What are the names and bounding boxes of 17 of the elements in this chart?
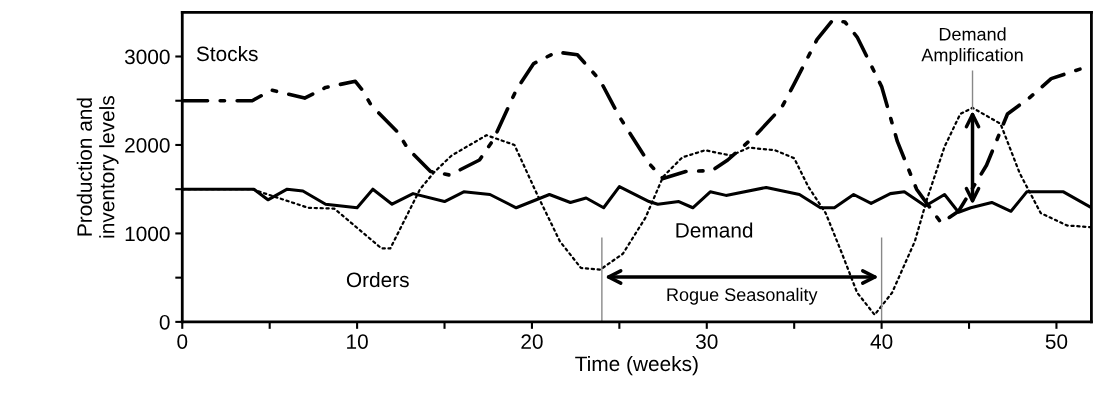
annotation: Rogue Seasonality (667, 287, 818, 305)
x-tick-label: 40 (870, 334, 893, 349)
x-tick-label: 30 (695, 334, 718, 349)
x-tick-label: 0 (177, 334, 188, 349)
y-tick-label: 1000 (125, 226, 170, 242)
y-tick-label: 2000 (125, 137, 170, 153)
annotation: Demand Amplification (921, 27, 1023, 65)
series-label: Orders (346, 271, 409, 288)
x-axis-title: Time (weeks) (575, 355, 698, 376)
x-tick-label: 20 (521, 334, 543, 349)
series-label: Stocks (196, 45, 258, 62)
series-label: Demand (676, 222, 753, 238)
x-tick-label: 10 (347, 334, 368, 349)
y-tick-label: 0 (159, 314, 170, 330)
y-axis-title: Production and inventory levels (76, 96, 119, 238)
y-tick-label: 3000 (124, 49, 170, 65)
x-tick-label: 50 (1045, 334, 1068, 349)
